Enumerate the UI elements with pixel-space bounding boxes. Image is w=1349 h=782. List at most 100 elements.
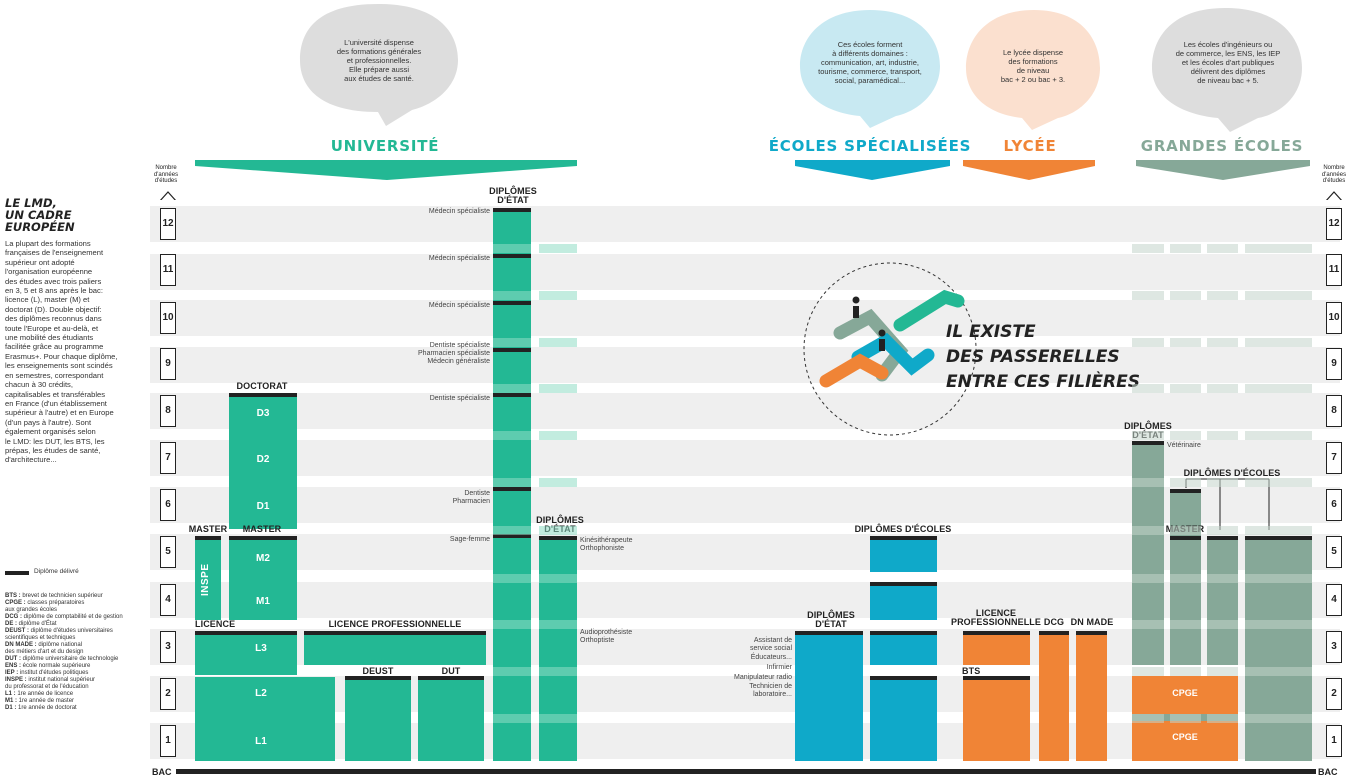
year-gap xyxy=(1132,431,1164,440)
year-gap xyxy=(493,526,531,535)
glossary-entry: DN MADE : diplôme national xyxy=(5,642,123,649)
glossary-definition: institut national supérieur xyxy=(28,677,96,683)
l1-l2-block xyxy=(195,677,335,761)
year-gap xyxy=(1132,384,1164,393)
year-gap xyxy=(1207,526,1238,535)
glossary-definition: école normale supérieure xyxy=(22,663,91,669)
year-gap xyxy=(1207,620,1238,629)
level-d3: D3 xyxy=(256,408,270,419)
year-gap xyxy=(1170,620,1201,629)
glossary-entry: M1 : 1re année de master xyxy=(5,698,123,705)
year-gap xyxy=(539,338,577,347)
veterinaire-label: Vétérinaire xyxy=(1167,442,1201,449)
year-box-2: 2 xyxy=(160,678,176,710)
glossary-definition: diplôme d'État xyxy=(18,621,57,627)
grandes-ecoles-title: GRANDES ÉCOLES xyxy=(1140,137,1304,155)
year-gap xyxy=(1132,620,1164,629)
glossary-term: M1 : xyxy=(5,698,19,704)
year-gap xyxy=(1207,291,1238,300)
sidebar-body-line: les enseignements sont scindés xyxy=(5,361,113,371)
lycee-bubble xyxy=(966,10,1100,130)
dcg-bar xyxy=(1039,631,1069,635)
year-gap xyxy=(493,620,531,629)
year-box-7: 7 xyxy=(1326,442,1342,474)
inspe-block xyxy=(195,540,221,620)
year-box-3: 3 xyxy=(160,631,176,663)
licence-pro-block xyxy=(304,635,486,665)
year-gap xyxy=(1207,478,1238,487)
glossary-entry: L1 : 1re année de licence xyxy=(5,691,123,698)
year-gap xyxy=(1207,384,1238,393)
lp-lycee-bar xyxy=(963,631,1030,635)
year-gap xyxy=(1245,431,1312,440)
level-cpge1: CPGE xyxy=(1172,732,1198,742)
sante-y9c: Médecin généraliste xyxy=(427,358,490,365)
year-gap xyxy=(1207,338,1238,347)
master-block xyxy=(229,540,297,620)
band-year-9 xyxy=(150,347,1340,383)
year-gap xyxy=(1245,714,1312,723)
dut-header: DUT xyxy=(441,666,461,676)
level-m2: M2 xyxy=(256,553,270,564)
year-gap xyxy=(1207,244,1238,253)
dipl-ecoles-bar-4 xyxy=(870,582,937,586)
year-gap xyxy=(1132,714,1164,723)
axis-arrow-left xyxy=(159,191,177,200)
sante-r3b: Orthoptiste xyxy=(580,637,615,644)
lp-lycee-header: LICENCE PROFESSIONNELLE xyxy=(950,608,1041,627)
year-gap xyxy=(1132,244,1164,253)
sidebar-body: La plupart des formations françaises de l… xyxy=(5,239,140,465)
level-m1: M1 xyxy=(256,596,270,607)
year-gap xyxy=(539,667,577,676)
glossary-entry: DUT : diplôme universitaire de technolog… xyxy=(5,656,123,663)
ecoles-label-1: service social xyxy=(749,645,792,652)
de-univ-header: DIPLÔMES D'ÉTAT xyxy=(489,186,537,205)
sante-y11: Médecin spécialiste xyxy=(428,255,490,262)
sante-y5: Sage-femme xyxy=(449,536,490,543)
glossary-term: INSPE : xyxy=(5,677,29,683)
sante-diploma-bar xyxy=(493,348,531,352)
year-gap xyxy=(1245,244,1312,253)
deust-header: DEUST xyxy=(362,666,394,676)
universite-title: UNIVERSITÉ xyxy=(330,137,440,155)
ecoles-label-2: Éducateurs... xyxy=(750,654,792,661)
year-gap xyxy=(539,244,577,253)
axis-arrow-right xyxy=(1325,191,1343,200)
dipl-ecoles-header: DIPLÔMES D'ÉCOLES xyxy=(854,524,952,534)
bac-label-right: BAC xyxy=(1318,767,1338,777)
passerelle-green xyxy=(893,289,965,332)
glossary-entry: IEP : institut d'études politiques xyxy=(5,670,123,677)
sidebar-body-line: Erasmus+. Pour chaque diplôme, xyxy=(5,351,118,361)
deust-bar xyxy=(345,676,411,680)
glossary-definition: 1re année de licence xyxy=(17,691,74,697)
sidebar-body-line: prépas, les études de santé, xyxy=(5,445,101,455)
year-gap xyxy=(1245,478,1312,487)
glossary-term: L1 : xyxy=(5,691,18,697)
year-gap xyxy=(539,478,577,487)
sante-diploma-bar xyxy=(493,487,531,491)
year-box-8: 8 xyxy=(1326,395,1342,427)
year-box-7: 7 xyxy=(160,442,176,474)
glossary-term: DUT : xyxy=(5,656,23,662)
year-gap xyxy=(539,574,577,583)
year-gap xyxy=(493,384,531,393)
sante-diploma-bar xyxy=(493,208,531,212)
year-gap xyxy=(1132,338,1164,347)
passerelles-circle xyxy=(803,262,977,436)
year-gap xyxy=(493,667,531,676)
year-box-6: 6 xyxy=(1326,489,1342,521)
level-cpge2: CPGE xyxy=(1172,688,1198,698)
glossary-definition: brevet de technicien supérieur xyxy=(22,593,103,599)
glossary-entry: DEUST : diplôme d'études universitaires xyxy=(5,628,123,635)
glossary-definition: 1re année de doctorat xyxy=(18,705,77,711)
year-gap xyxy=(1170,667,1201,676)
dipl-ecoles-block-3 xyxy=(870,635,937,665)
dipl-ecoles-bar-3 xyxy=(870,631,937,635)
year-gap xyxy=(1245,291,1312,300)
year-box-12: 12 xyxy=(1326,208,1342,240)
master-header: MASTER xyxy=(242,524,282,534)
passerelles-graphic xyxy=(803,262,977,436)
legend-swatch xyxy=(5,571,29,575)
dipl-ecoles-bar-5 xyxy=(870,536,937,540)
